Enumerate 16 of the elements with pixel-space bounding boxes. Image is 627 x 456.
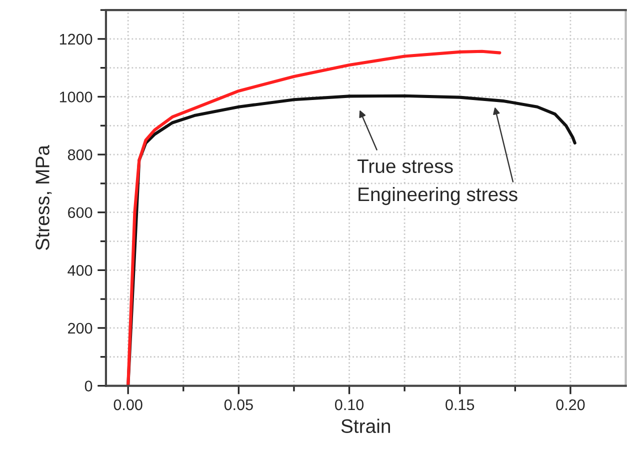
y-tick-label: 800 [68,149,92,160]
annotation: Engineering stress [358,186,518,206]
y-tick-label: 0 [84,380,92,392]
y-axis-title: Stress, MPa [36,144,52,250]
x-tick-label: 0.05 [224,399,253,410]
annotation: True stress [357,159,453,174]
x-tick-label: 0.20 [556,399,585,410]
y-tick-label: 400 [68,265,92,276]
y-tick-label: 600 [68,207,92,218]
x-tick-label: 0.00 [114,399,142,410]
x-axis-title: Strain [341,418,390,434]
x-tick-label: 0.10 [334,399,364,410]
y-tick-label: 200 [68,322,92,334]
y-tick-label: 1200 [60,34,92,45]
y-tick-label: 1000 [60,92,92,102]
x-tick-label: 0.15 [446,399,474,410]
